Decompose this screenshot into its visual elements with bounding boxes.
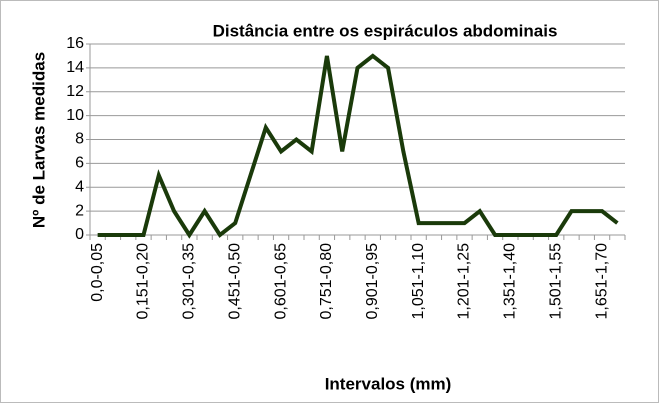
y-tick-label: 0 (75, 226, 84, 243)
y-tick-label: 2 (75, 202, 84, 219)
y-tick-label: 10 (66, 107, 84, 124)
y-tick-label: 16 (66, 35, 84, 52)
x-tick-label: 0,0-0,05 (89, 243, 106, 302)
x-tick-label: 1,201-1,25 (456, 243, 473, 320)
x-tick-label: 0,151-0,20 (135, 243, 152, 320)
chart-title: Distância entre os espiráculos abdominai… (213, 21, 558, 40)
y-tick-label: 8 (75, 131, 84, 148)
x-tick-label: 1,651-1,70 (593, 243, 610, 320)
y-tick-label: 14 (66, 59, 84, 76)
x-axis-title: Intervalos (mm) (325, 374, 452, 393)
x-tick-label: 0,751-0,80 (318, 243, 335, 320)
x-tick-label: 1,501-1,55 (547, 243, 564, 320)
y-tick-label: 4 (75, 178, 84, 195)
x-tick-label: 0,601-0,65 (272, 243, 289, 320)
x-tick-label: 1,051-1,10 (410, 243, 427, 320)
x-tick-label: 0,301-0,35 (181, 243, 198, 320)
y-tick-label: 6 (75, 155, 84, 172)
line-series (97, 53, 619, 239)
x-tick-label: 0,451-0,50 (226, 243, 243, 320)
x-tick-label: 1,351-1,40 (502, 243, 519, 320)
x-tick-label: 0,901-0,95 (364, 243, 381, 320)
y-tick-label: 12 (66, 83, 84, 100)
y-axis-title: Nº de Larvas medidas (29, 52, 48, 228)
